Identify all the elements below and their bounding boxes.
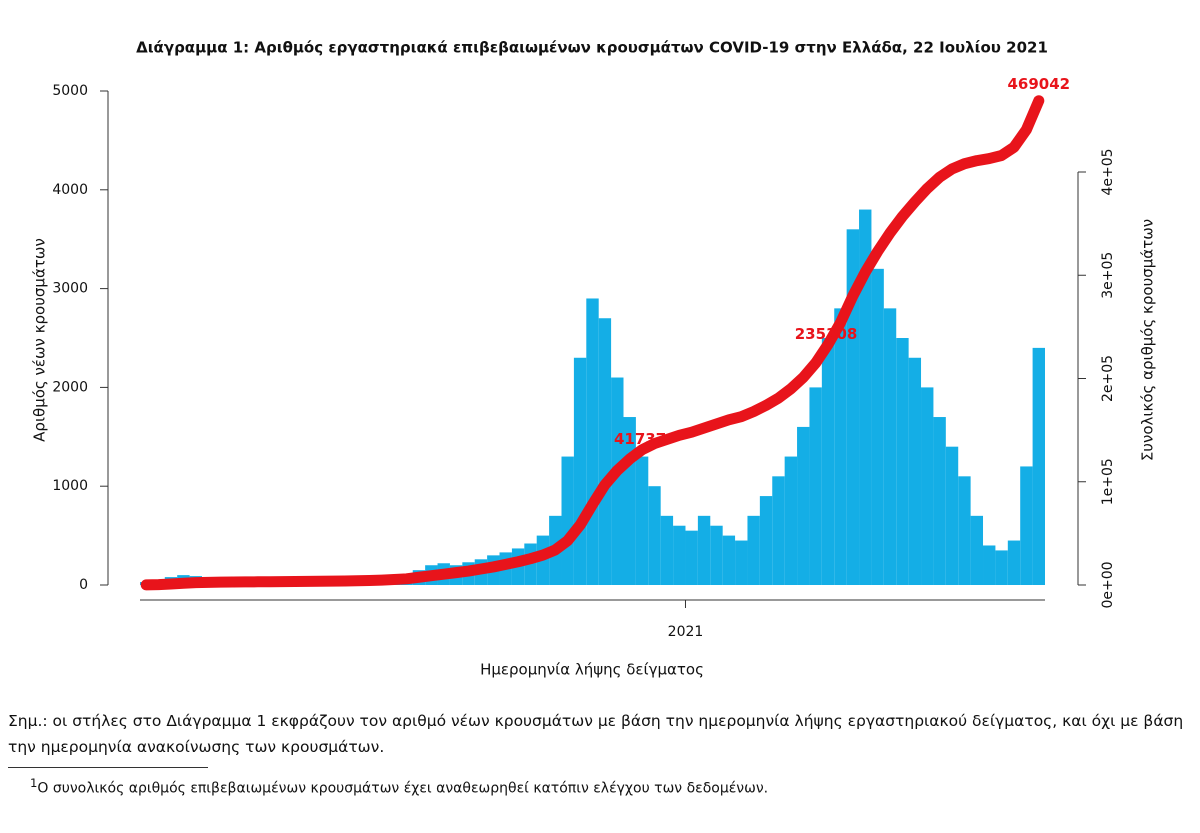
y2-tick-label: 1e+05 [1100,458,1116,505]
bar [1020,466,1033,585]
bar [611,377,624,585]
bar [859,209,872,585]
bar [945,446,959,585]
y-tick-label: 2000 [52,379,88,395]
y2-tick-label: 3e+05 [1100,252,1116,299]
y2-axis-label: Συνολικός αριθμός κρουσμάτων [1139,219,1157,461]
bar [908,357,922,585]
bar [660,515,674,585]
annotation: 469042 [1007,75,1070,93]
footnote-mark: 1 [30,776,38,790]
bar [697,515,711,585]
note: Σημ.: οι στήλες στο Διάγραμμα 1 εκφράζου… [8,712,1184,756]
bar [797,426,810,585]
y2-tick-label: 0e+00 [1100,561,1116,608]
bar [846,229,860,585]
bar [772,476,785,585]
y-axis-label: Αριθμός νέων κρουσμάτων [31,238,49,442]
y-tick-label: 4000 [52,182,88,198]
y2-tick-label: 2e+05 [1100,355,1116,402]
bar [995,550,1008,585]
bar [958,476,971,585]
bar [970,515,984,585]
bar [933,417,946,585]
chart: Διάγραμμα 1: Αριθμός εργαστηριακά επιβεβ… [31,39,1157,679]
bar [685,530,698,585]
chart-title: Διάγραμμα 1: Αριθμός εργαστηριακά επιβεβ… [136,39,1048,57]
bar [561,456,574,585]
cumulative-line [140,95,1045,591]
x-tick-label: 2021 [668,624,704,640]
y-tick-label: 1000 [52,478,88,494]
bar [883,308,897,585]
annotation: 41737 [614,430,666,448]
bar [784,456,798,585]
bar [747,515,760,585]
bar [648,486,661,585]
footnote-rule [8,767,208,768]
bar [722,535,736,585]
annotation: 235308 [795,325,858,343]
footnote-text: Ο συνολικός αριθμός επιβεβαιωμένων κρουσ… [37,780,769,797]
bar [834,308,847,585]
bar [821,338,835,585]
bar [673,525,686,585]
bar [1007,540,1021,585]
bar [735,540,748,585]
bar [573,357,587,585]
y-tick-label: 3000 [52,281,88,297]
bar [635,456,649,585]
footnote: 1Ο συνολικός αριθμός επιβεβαιωμένων κρου… [30,776,768,797]
x-axis-label: Ημερομηνία λήψης δείγματος [480,661,704,679]
bar [710,525,723,585]
bar [871,268,884,585]
y2-tick-label: 4e+05 [1100,148,1116,195]
bar [983,545,996,585]
bar [809,387,822,585]
bar [586,298,599,585]
bar [759,496,773,585]
y-tick-label: 5000 [52,83,88,99]
bar [896,338,909,585]
bar [598,318,612,585]
bar [1032,347,1045,585]
y-tick-label: 0 [79,577,88,593]
bar [921,387,934,585]
